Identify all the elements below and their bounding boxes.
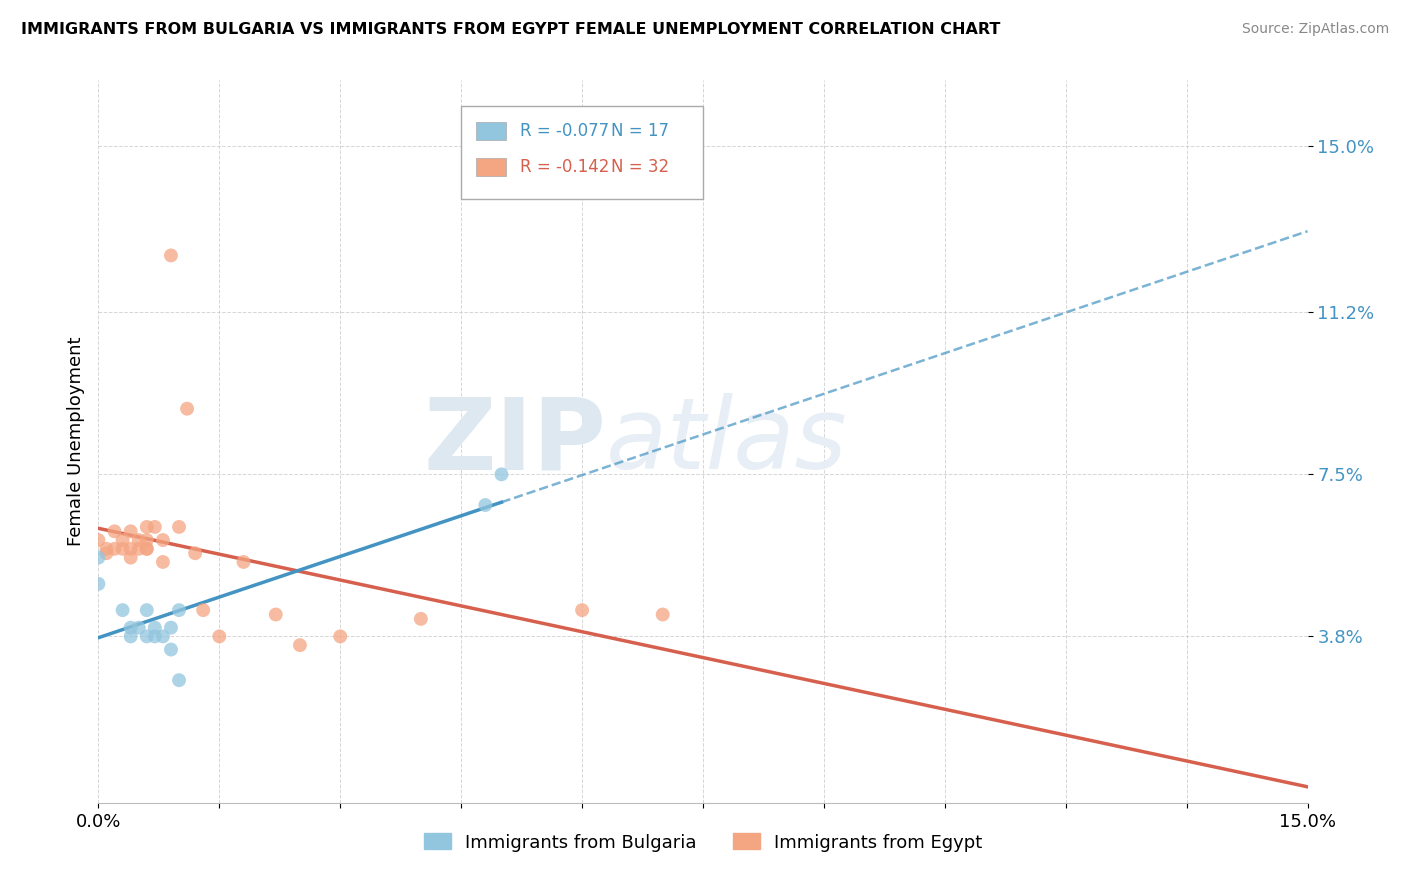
Text: IMMIGRANTS FROM BULGARIA VS IMMIGRANTS FROM EGYPT FEMALE UNEMPLOYMENT CORRELATIO: IMMIGRANTS FROM BULGARIA VS IMMIGRANTS F…: [21, 22, 1001, 37]
Point: [160, 642, 183, 657]
Bar: [475, 158, 506, 176]
Point: [135, 541, 157, 556]
Point: [103, 541, 125, 556]
Point: [135, 520, 157, 534]
Point: [111, 533, 134, 547]
Point: [96, 546, 118, 560]
Y-axis label: Female Unemployment: Female Unemployment: [66, 337, 84, 546]
Point: [193, 603, 215, 617]
Point: [176, 401, 198, 416]
Point: [135, 533, 157, 547]
Point: [120, 550, 142, 565]
Point: [160, 621, 183, 635]
Point: [167, 520, 190, 534]
Point: [571, 603, 593, 617]
Point: [103, 524, 125, 539]
Point: [264, 607, 287, 622]
Point: [152, 629, 174, 643]
Point: [152, 555, 174, 569]
Text: R = -0.142: R = -0.142: [520, 158, 610, 176]
Point: [128, 621, 150, 635]
Text: N = 17: N = 17: [612, 122, 669, 140]
Point: [128, 541, 150, 556]
Point: [143, 621, 166, 635]
Point: [288, 638, 311, 652]
Text: R = -0.077: R = -0.077: [520, 122, 610, 140]
Point: [111, 603, 134, 617]
Point: [184, 546, 207, 560]
Text: Source: ZipAtlas.com: Source: ZipAtlas.com: [1241, 22, 1389, 37]
Point: [651, 607, 673, 622]
Point: [120, 621, 142, 635]
Point: [87, 550, 110, 565]
Point: [409, 612, 432, 626]
Point: [329, 629, 352, 643]
Point: [167, 603, 190, 617]
Legend: Immigrants from Bulgaria, Immigrants from Egypt: Immigrants from Bulgaria, Immigrants fro…: [416, 826, 990, 859]
Point: [120, 524, 142, 539]
Point: [491, 467, 513, 482]
Point: [120, 541, 142, 556]
Bar: [475, 122, 506, 140]
Point: [111, 541, 134, 556]
Point: [87, 577, 110, 591]
Point: [135, 629, 157, 643]
Point: [208, 629, 231, 643]
Point: [167, 673, 190, 688]
Point: [232, 555, 254, 569]
Text: N = 32: N = 32: [612, 158, 669, 176]
Point: [135, 541, 157, 556]
Point: [96, 541, 118, 556]
Text: ZIP: ZIP: [423, 393, 606, 490]
Text: atlas: atlas: [606, 393, 848, 490]
Point: [160, 248, 183, 262]
Point: [143, 629, 166, 643]
Point: [128, 533, 150, 547]
Point: [143, 520, 166, 534]
Point: [120, 629, 142, 643]
Point: [135, 603, 157, 617]
Point: [152, 533, 174, 547]
Point: [87, 533, 110, 547]
Point: [474, 498, 496, 512]
FancyBboxPatch shape: [461, 105, 703, 200]
